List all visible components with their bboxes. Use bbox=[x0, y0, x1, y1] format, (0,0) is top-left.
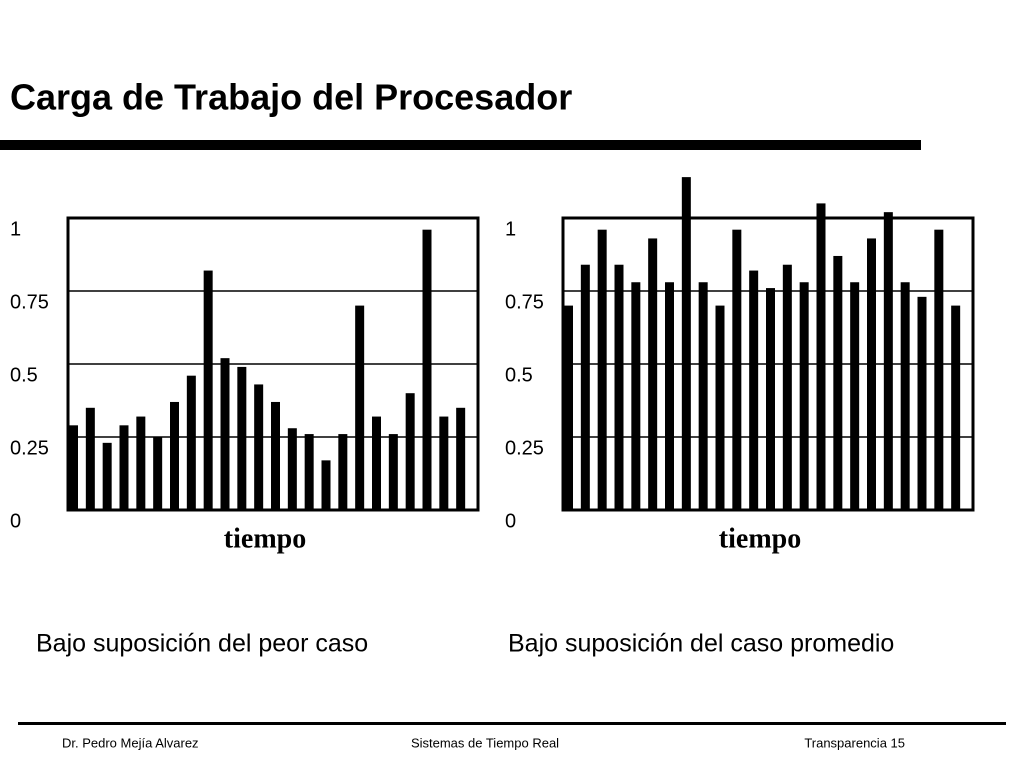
y-tick-label: 0.75 bbox=[505, 291, 544, 313]
bar bbox=[422, 229, 432, 510]
slide-title: Carga de Trabajo del Procesador bbox=[10, 77, 572, 118]
bar bbox=[782, 264, 792, 510]
bar bbox=[439, 416, 449, 510]
footer-course: Sistemas de Tiempo Real bbox=[411, 735, 559, 750]
bar bbox=[917, 296, 927, 510]
bar bbox=[254, 384, 264, 510]
bar bbox=[69, 425, 78, 510]
bar bbox=[287, 428, 297, 510]
bar bbox=[203, 270, 213, 510]
y-tick-label: 0 bbox=[505, 510, 516, 532]
bar bbox=[338, 434, 348, 510]
bar bbox=[614, 264, 624, 510]
bar bbox=[883, 212, 893, 510]
bar bbox=[355, 305, 365, 510]
bar bbox=[732, 229, 742, 510]
bar bbox=[456, 407, 466, 510]
bar bbox=[597, 229, 607, 510]
bar bbox=[237, 366, 247, 510]
footer-rule bbox=[18, 722, 1006, 725]
bar bbox=[85, 407, 95, 510]
chart-caption: Bajo suposición del caso promedio bbox=[508, 630, 894, 658]
y-tick-label: 1 bbox=[505, 218, 516, 240]
footer-author: Dr. Pedro Mejía Alvarez bbox=[62, 735, 199, 750]
bar bbox=[665, 282, 674, 510]
y-tick-label: 0.25 bbox=[10, 437, 49, 459]
chart-caption: Bajo suposición del peor caso bbox=[36, 630, 368, 658]
bar bbox=[119, 425, 129, 510]
y-tick-label: 0.25 bbox=[505, 437, 544, 459]
bar bbox=[698, 282, 708, 510]
bar bbox=[564, 305, 573, 510]
bar bbox=[648, 238, 658, 510]
title-rule bbox=[0, 140, 921, 150]
y-tick-label: 0.5 bbox=[10, 364, 38, 386]
bar bbox=[681, 177, 691, 510]
x-axis-label: tiempo bbox=[719, 523, 801, 554]
footer-slide: Transparencia 15 bbox=[804, 735, 905, 750]
bar bbox=[372, 416, 381, 510]
bar bbox=[867, 238, 876, 510]
bar bbox=[136, 416, 146, 510]
bar bbox=[405, 393, 415, 510]
bar bbox=[934, 229, 944, 510]
y-tick-label: 0 bbox=[10, 510, 21, 532]
bar bbox=[799, 282, 809, 510]
bar bbox=[186, 375, 196, 510]
bar bbox=[951, 305, 961, 510]
y-tick-label: 0.75 bbox=[10, 291, 49, 313]
bar bbox=[850, 282, 860, 510]
y-tick-label: 0.5 bbox=[505, 364, 533, 386]
bar bbox=[102, 442, 112, 510]
bar bbox=[580, 264, 590, 510]
bar bbox=[631, 282, 641, 510]
bar bbox=[766, 288, 775, 510]
bar bbox=[170, 401, 179, 510]
bar bbox=[749, 270, 759, 510]
bar bbox=[900, 282, 910, 510]
bar bbox=[220, 358, 230, 510]
bar bbox=[715, 305, 725, 510]
bar bbox=[321, 460, 331, 510]
bar bbox=[816, 203, 826, 510]
bar bbox=[833, 255, 843, 510]
bar bbox=[271, 401, 280, 510]
bar bbox=[388, 434, 398, 510]
y-tick-label: 1 bbox=[10, 218, 21, 240]
x-axis-label: tiempo bbox=[224, 523, 306, 554]
bar bbox=[153, 437, 163, 510]
bar bbox=[304, 434, 314, 510]
